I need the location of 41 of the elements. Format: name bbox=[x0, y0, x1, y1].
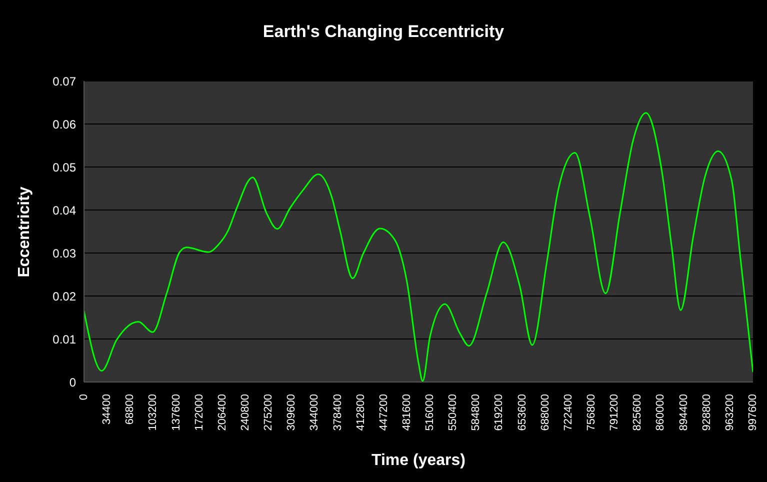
x-tick-label: 34400 bbox=[101, 394, 114, 425]
x-tick-label: 447200 bbox=[378, 394, 390, 431]
x-tick-label: 103200 bbox=[147, 394, 160, 431]
x-tick-label: 688000 bbox=[539, 394, 552, 431]
x-tick-label: 550400 bbox=[447, 394, 460, 431]
x-tick-label: 412800 bbox=[354, 394, 367, 431]
y-tick-label: 0.06 bbox=[52, 117, 76, 132]
x-tick-label: 275200 bbox=[262, 394, 275, 431]
x-tick-label: 825600 bbox=[632, 394, 644, 431]
x-tick-label: 756800 bbox=[586, 394, 598, 431]
x-tick-label: 860000 bbox=[654, 394, 667, 431]
y-tick-label: 0.07 bbox=[52, 74, 76, 88]
x-tick-label: 997600 bbox=[747, 394, 759, 431]
y-tick-label: 0 bbox=[69, 375, 76, 390]
y-tick-label: 0.04 bbox=[52, 203, 76, 218]
chart-title: Earth's Changing Eccentricity bbox=[262, 22, 506, 42]
y-tick-label: 0.03 bbox=[52, 246, 76, 260]
x-tick-label: 894400 bbox=[678, 394, 690, 431]
x-tick-label: 481600 bbox=[400, 394, 413, 431]
x-tick-label: 0 bbox=[78, 394, 90, 400]
x-tick-label: 68800 bbox=[124, 394, 136, 425]
y-tick-label: 0.01 bbox=[52, 332, 76, 346]
x-tick-label: 240800 bbox=[239, 394, 252, 431]
y-tick-label: 0.05 bbox=[52, 160, 76, 174]
y-tick-label: 0.02 bbox=[52, 289, 76, 304]
x-tick-label: 309600 bbox=[286, 394, 298, 431]
x-tick-label: 619200 bbox=[493, 394, 506, 431]
x-tick-label: 653600 bbox=[516, 394, 528, 431]
x-tick-label: 963200 bbox=[724, 394, 736, 431]
x-tick-label: 378400 bbox=[332, 394, 344, 431]
x-tick-label: 791200 bbox=[608, 394, 621, 431]
x-tick-label: 516000 bbox=[424, 394, 436, 431]
x-tick-label: 344000 bbox=[308, 394, 321, 431]
x-tick-label: 172000 bbox=[193, 394, 206, 431]
x-tick-label: 928800 bbox=[700, 394, 713, 431]
x-tick-label: 206400 bbox=[216, 394, 228, 431]
x-tick-label: 722400 bbox=[562, 394, 574, 431]
x-axis-title: Time (years) bbox=[370, 452, 466, 470]
x-tick-label: 584800 bbox=[470, 394, 482, 431]
x-tick-label: 137600 bbox=[170, 394, 182, 431]
y-axis-title: Eccentricity bbox=[16, 186, 34, 278]
